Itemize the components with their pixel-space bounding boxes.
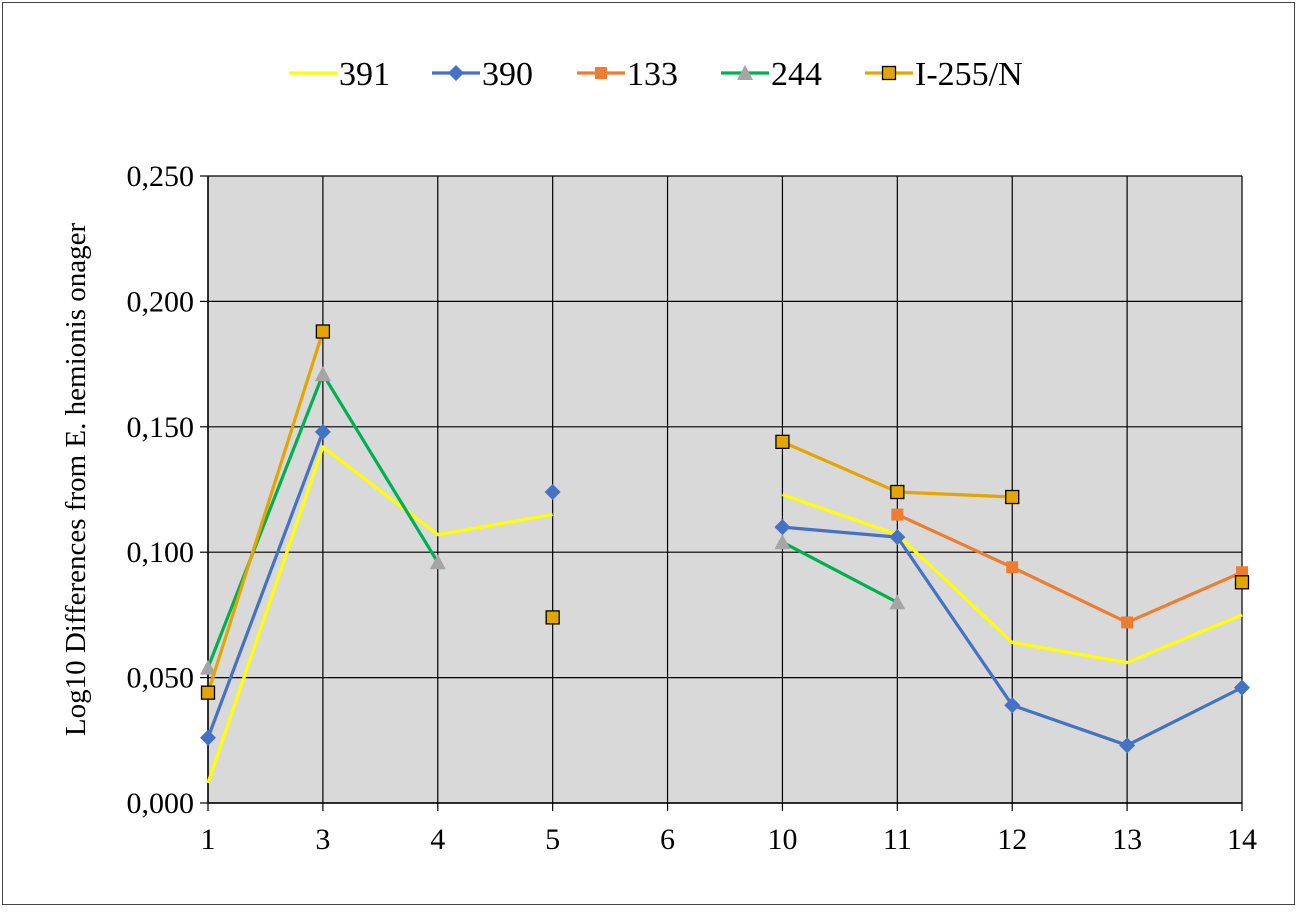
series-I-255/N: [200, 324, 1250, 700]
data-point-244: [314, 366, 331, 382]
legend-item-I-255/N: I-255/N: [865, 56, 1023, 93]
series-line-391: [206, 445, 553, 784]
data-point-133: [1006, 561, 1019, 574]
data-point-133: [891, 508, 904, 521]
data-point-390: [889, 529, 906, 546]
plot-area: [208, 176, 1242, 803]
y-tick-label: 0,200: [127, 285, 195, 318]
legend-item-133: 133: [577, 56, 678, 93]
data-point-244: [429, 554, 446, 570]
data-point-I-255/N: [200, 685, 216, 700]
series-133: [891, 508, 1248, 629]
legend-marker: [595, 67, 607, 79]
legend-item-244: 244: [721, 56, 822, 93]
y-tick-label: 0,000: [127, 787, 195, 820]
series-390: [200, 423, 1250, 754]
legend-label: I-255/N: [915, 56, 1023, 93]
data-point-I-255/N: [315, 324, 331, 339]
series-layer: [200, 324, 1250, 784]
data-point-133: [1121, 616, 1134, 629]
series-line-133: [896, 513, 1243, 625]
x-tick-label: 12: [997, 823, 1027, 856]
x-tick-label: 11: [883, 823, 912, 856]
data-point-I-255/N: [1234, 575, 1250, 590]
series-line-390: [206, 431, 325, 739]
data-point-I-255/N: [775, 434, 790, 449]
data-point-244: [889, 594, 906, 610]
x-tick-label: 10: [767, 823, 797, 856]
data-point-I-255/N: [890, 484, 905, 500]
x-tick-label: 4: [430, 823, 445, 856]
y-tick-label: 0,050: [127, 662, 195, 695]
data-point-390: [314, 423, 331, 440]
legend-item-391: 391: [289, 56, 390, 93]
data-point-390: [1004, 697, 1021, 714]
x-tick-label: 6: [660, 823, 675, 856]
data-point-I-255/N: [1005, 489, 1020, 505]
x-tick-label: 1: [201, 823, 216, 856]
legend: 391 390 133 244 I-255/N: [289, 56, 1023, 93]
series-line-I-255/N: [206, 331, 325, 694]
series-line-244: [781, 540, 899, 604]
legend-label: 244: [771, 56, 822, 93]
y-tick-label: 0,150: [127, 411, 195, 444]
data-point-390: [200, 729, 216, 746]
data-point-390: [774, 519, 791, 536]
y-axis-title: Log10 Differences from E. hemionis onage…: [60, 223, 92, 737]
legend-label: 390: [482, 56, 533, 93]
data-point-244: [774, 534, 791, 550]
y-tick-label: 0,100: [127, 536, 195, 569]
series-line-391: [781, 493, 1243, 665]
data-point-390: [544, 484, 561, 501]
data-point-390: [1234, 679, 1250, 696]
y-tick-label: 0,250: [127, 160, 195, 193]
series-391: [206, 445, 1243, 784]
data-point-I-255/N: [545, 610, 560, 625]
x-tick-label: 5: [545, 823, 560, 856]
legend-marker: [737, 65, 753, 80]
legend-label: 133: [627, 56, 678, 93]
legend-marker: [881, 65, 897, 81]
legend-item-390: 390: [432, 56, 533, 93]
data-point-390: [1119, 737, 1136, 754]
x-tick-label: 14: [1227, 823, 1257, 856]
legend-label: 391: [339, 56, 390, 93]
x-tick-label: 13: [1112, 823, 1142, 856]
legend-marker: [448, 65, 464, 81]
data-point-244: [200, 659, 216, 675]
x-tick-label: 3: [315, 823, 330, 856]
